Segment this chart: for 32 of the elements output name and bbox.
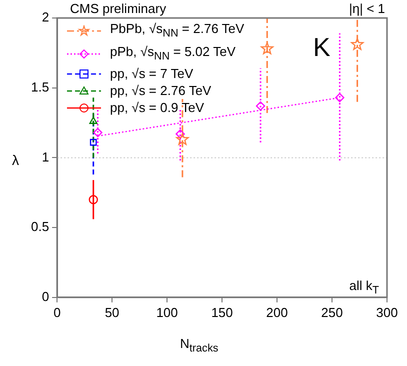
legend-label: pp, √s = 2.76 TeV (110, 82, 212, 100)
x-tick-label: 150 (211, 304, 233, 320)
legend-label: PbPb, √s$_{NN}$ = 2.76 TeV (110, 20, 244, 42)
text: CMS preliminary (70, 1, 166, 16)
y-tick-label: 1 (42, 149, 50, 164)
y-tick-label: 0 (42, 288, 50, 304)
text: |η| < 1 (348, 1, 385, 16)
point (260, 42, 274, 54)
y-tick-label: 1.5 (30, 79, 50, 94)
y-tick-label: 2 (42, 10, 50, 25)
x-tick-label: 200 (266, 304, 288, 320)
point (88, 195, 98, 204)
point (351, 38, 364, 50)
legend-label: pp, √s = 7 TeV (110, 65, 194, 82)
point (90, 138, 97, 146)
legend-label: pPb, √s$_{NN}$ = 5.02 TeV (110, 42, 236, 64)
point (89, 116, 98, 124)
y-tick-label: 0.5 (30, 219, 50, 234)
x-tick-label: 100 (156, 304, 178, 320)
point (93, 128, 102, 138)
y-axis-title: λ (12, 152, 19, 168)
x-tick-label: 250 (321, 304, 343, 320)
annotation: K (313, 32, 330, 63)
x-tick-label: 50 (104, 304, 120, 320)
point (176, 132, 189, 145)
legend-label: pp, √s = 0.9 TeV (110, 99, 204, 116)
x-tick-label: 300 (376, 304, 398, 320)
x-axis-title: N$_{tracks}$ (180, 336, 218, 355)
point (335, 93, 344, 102)
x-tick-label: 0 (53, 304, 61, 320)
annotation: all k$_{T}$ (349, 278, 379, 297)
point (256, 101, 266, 111)
